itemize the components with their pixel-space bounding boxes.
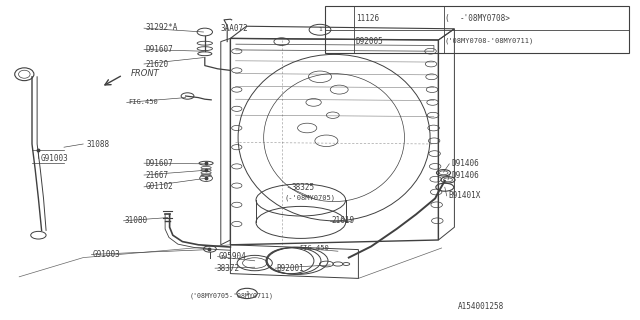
- Text: D91406: D91406: [451, 171, 479, 180]
- Text: 1: 1: [318, 27, 322, 32]
- Text: G91003: G91003: [93, 250, 120, 259]
- Text: 1: 1: [245, 291, 249, 296]
- Bar: [325, 6, 629, 53]
- Text: 38325: 38325: [291, 183, 314, 192]
- Text: G01102: G01102: [146, 182, 173, 191]
- Text: ('08MY0708-'08MY0711): ('08MY0708-'08MY0711): [445, 38, 534, 44]
- Text: D91406: D91406: [451, 159, 479, 168]
- Text: (-'08MY0705): (-'08MY0705): [285, 195, 336, 201]
- Text: D92005: D92005: [356, 37, 383, 46]
- Text: 31088: 31088: [86, 140, 109, 148]
- Text: 31080: 31080: [125, 216, 148, 225]
- Text: -'08MY0708>: -'08MY0708>: [460, 13, 510, 22]
- Text: B92001: B92001: [276, 264, 304, 273]
- Text: FIG.450: FIG.450: [300, 245, 329, 251]
- Text: A154001258: A154001258: [458, 302, 504, 311]
- Text: 21667: 21667: [146, 171, 169, 180]
- Text: 21620: 21620: [146, 60, 169, 68]
- Text: 3AA072: 3AA072: [221, 24, 248, 33]
- Text: FRONT: FRONT: [131, 69, 160, 78]
- Text: FIG.450: FIG.450: [128, 100, 157, 105]
- Text: 31292*A: 31292*A: [146, 23, 179, 32]
- Text: G95904: G95904: [219, 252, 246, 261]
- Text: ('08MY0705-'08MY0711): ('08MY0705-'08MY0711): [190, 293, 274, 299]
- Text: D91607: D91607: [146, 159, 173, 168]
- Text: (: (: [445, 13, 449, 22]
- Text: D91607: D91607: [146, 45, 173, 54]
- Text: G91003: G91003: [40, 154, 68, 163]
- Text: 38372: 38372: [216, 264, 239, 273]
- Text: 21619: 21619: [332, 216, 355, 225]
- Text: 11126: 11126: [356, 13, 379, 22]
- Text: B91401X: B91401X: [448, 191, 481, 200]
